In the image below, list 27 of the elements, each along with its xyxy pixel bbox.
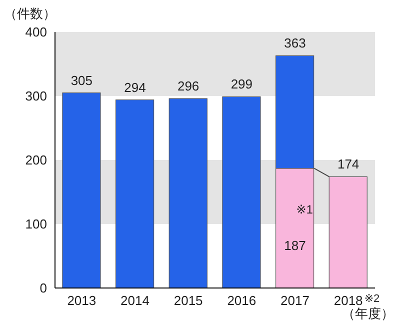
x-tick-label: 2016 [227,293,256,308]
bar [222,96,261,288]
y-tick-label: 0 [40,280,47,296]
total-label: 363 [284,36,306,51]
bar [328,176,368,288]
annotation: ※1 [296,202,314,216]
bar [116,100,154,288]
total-label: 305 [70,72,93,88]
y-tick-label: 400 [25,24,47,40]
bar [168,98,208,288]
data-label: 187 [284,238,306,253]
y-axis-title: （件数） [4,6,56,21]
total-label: 299 [230,76,253,92]
total-label: 174 [337,156,360,172]
x-tick-label: 2015 [174,293,203,308]
x-tick-label: 2018 [334,293,363,308]
total-label: 294 [124,80,146,95]
x-tick-label: 2013 [67,293,96,308]
y-tick-label: 200 [25,152,47,168]
y-tick-label: 300 [25,88,47,104]
bar [62,92,101,288]
text: ※2 [364,293,380,305]
y-tick-label: 100 [25,216,47,232]
x-tick-label: 2017 [280,293,310,308]
x-axis-title: （年度） [342,306,394,321]
total-label: 296 [177,78,200,94]
x-tick-label: 2014 [120,293,150,308]
